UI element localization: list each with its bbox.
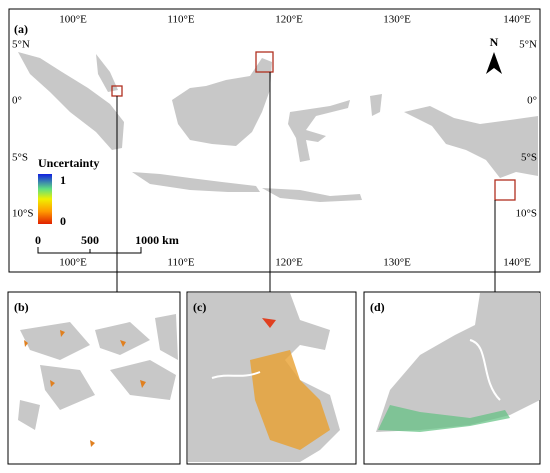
bottom-tick: 110°E	[167, 257, 194, 269]
malay	[96, 54, 118, 92]
panel-b: (b)	[7, 291, 181, 465]
map-frame	[8, 8, 541, 273]
islands	[18, 314, 178, 430]
sumatra	[18, 52, 124, 150]
top-tick: 110°E	[167, 14, 194, 26]
left-tick: 5°S	[12, 152, 28, 164]
top-tick: 140°E	[503, 14, 531, 26]
panel-label: (b)	[14, 300, 29, 314]
uncertainty-area	[378, 405, 510, 432]
panel-frame	[186, 291, 357, 465]
top-tick: 120°E	[275, 14, 303, 26]
scale-label: 0	[35, 233, 41, 247]
river	[469, 339, 501, 401]
legend-min: 0	[60, 214, 66, 228]
bottom-tick: 120°E	[275, 257, 303, 269]
inset-box-c	[255, 51, 274, 73]
legend-max: 1	[60, 173, 66, 187]
uncertainty-area	[250, 350, 330, 450]
left-tick: 0°	[12, 95, 22, 107]
borneo	[172, 58, 272, 146]
top-tick: 100°E	[59, 14, 87, 26]
scale-label: 1000 km	[135, 233, 179, 247]
panel-frame	[7, 291, 181, 465]
java	[132, 172, 260, 192]
left-tick: 10°S	[12, 208, 34, 220]
left-tick: 5°N	[12, 39, 30, 51]
bottom-tick: 130°E	[383, 257, 411, 269]
north-arrow	[486, 52, 502, 74]
panel-label: (a)	[14, 22, 28, 36]
new-guinea	[404, 106, 538, 178]
river	[211, 371, 261, 379]
panel-c: (c)	[186, 291, 357, 465]
nusa	[262, 188, 362, 202]
panel-label: (c)	[193, 300, 206, 314]
bottom-tick: 140°E	[503, 257, 531, 269]
halmahera	[370, 94, 382, 116]
legend-title: Uncertainty	[38, 156, 99, 170]
coast	[376, 293, 540, 432]
right-tick: 10°S	[515, 208, 537, 220]
main-map: (a) 100°E 110°E 120°E 130°E 140°E 100°E …	[8, 8, 541, 292]
uncertainty-speckle	[262, 318, 276, 328]
panel-d: (d)	[363, 291, 541, 465]
scale-label: 500	[81, 233, 99, 247]
panel-label: (d)	[370, 300, 385, 314]
inset-box-d	[494, 179, 516, 201]
north-label: N	[490, 35, 499, 49]
right-tick: 5°S	[521, 152, 537, 164]
sulawesi	[288, 100, 350, 162]
bottom-tick: 100°E	[59, 257, 87, 269]
right-tick: 0°	[527, 95, 537, 107]
top-tick: 130°E	[383, 14, 411, 26]
right-tick: 5°N	[519, 39, 537, 51]
legend-colorbar	[38, 174, 52, 224]
scale-bar	[37, 247, 142, 254]
